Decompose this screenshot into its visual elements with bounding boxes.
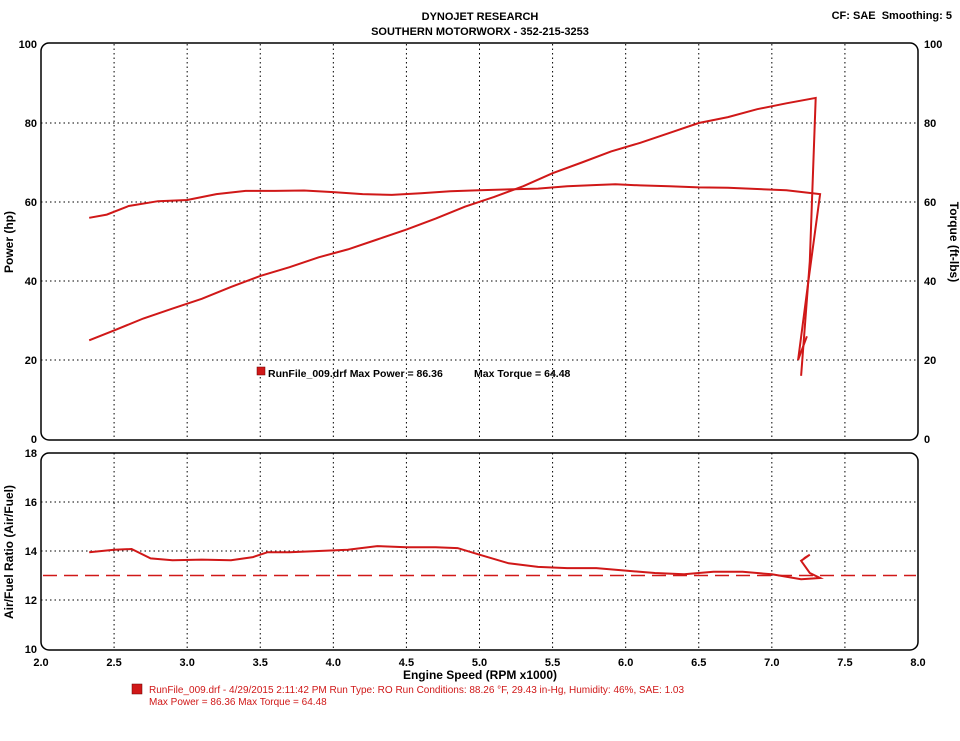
x-tick-label: 3.5	[253, 657, 268, 669]
x-tick-label: 5.0	[472, 657, 487, 669]
y-tick-label-afr: 16	[25, 497, 37, 509]
x-tick-label: 6.0	[618, 657, 633, 669]
x-tick-label: 2.0	[33, 657, 48, 669]
x-tick-label: 5.5	[545, 657, 560, 669]
power-panel-frame	[40, 42, 919, 441]
x-tick-label: 4.5	[399, 657, 414, 669]
x-tick-label: 2.5	[106, 657, 121, 669]
smoothing-label: Smoothing: 5	[881, 10, 952, 22]
y-tick-label-afr: 12	[25, 595, 37, 607]
y-tick-label-afr: 14	[25, 546, 38, 558]
chart-subtitle: SOUTHERN MOTORWORX - 352-215-3253	[371, 26, 589, 38]
y-tick-label-power: 0	[31, 434, 37, 446]
afr-grid	[41, 453, 918, 649]
y-tick-label-power: 80	[25, 118, 37, 130]
correction-info: CF: SAE Smoothing: 5	[832, 10, 952, 22]
annotation-max-torque: Max Torque = 64.48	[474, 368, 571, 380]
series-power	[88, 96, 817, 376]
legend-line-1: RunFile_009.drf - 4/29/2015 2:11:42 PM R…	[149, 685, 684, 696]
y2-tick-label-torque: 100	[924, 39, 942, 51]
x-tick-label: 8.0	[910, 657, 925, 669]
legend-line-2: Max Power = 86.36 Max Torque = 64.48	[149, 697, 327, 708]
y2-tick-label-torque: 80	[924, 118, 936, 130]
y-tick-label-power: 20	[25, 355, 37, 367]
y-tick-label-power: 100	[19, 39, 37, 51]
annotation-marker	[256, 366, 266, 376]
series-torque	[89, 183, 822, 361]
y-tick-label-power: 40	[25, 276, 37, 288]
tick-labels: 0 0 20 20 40 40 60 60 80 80 100 100 2.0 2.5 3.0 3.5 4.0 4…	[19, 39, 943, 669]
x-axis-label: Engine Speed (RPM x1000)	[403, 668, 557, 682]
x-tick-label: 3.0	[180, 657, 195, 669]
cf-label: CF: SAE	[831, 10, 876, 22]
y2-tick-label-torque: 40	[924, 276, 936, 288]
x-tick-label: 7.5	[837, 657, 852, 669]
x-tick-label: 4.0	[326, 657, 341, 669]
y2-tick-label-torque: 0	[924, 434, 930, 446]
y2-tick-label-torque: 20	[924, 355, 936, 367]
y-axis-label-power: Power (hp)	[2, 211, 16, 273]
legend-swatch	[131, 683, 143, 695]
chart-title: DYNOJET RESEARCH	[421, 11, 539, 23]
y-tick-label-power: 60	[25, 197, 37, 209]
y2-tick-label-torque: 60	[924, 197, 936, 209]
annotation-max-power: RunFile_009.drf Max Power = 86.36	[268, 368, 443, 380]
y-tick-label-afr: 10	[25, 644, 37, 656]
x-tick-label: 6.5	[691, 657, 706, 669]
series-afr	[89, 545, 824, 581]
y-tick-label-afr: 18	[25, 448, 37, 460]
x-tick-label: 7.0	[764, 657, 779, 669]
y2-axis-label-torque: Torque (ft-lbs)	[947, 202, 960, 282]
y-axis-label-afr: Air/Fuel Ratio (Air/Fuel)	[2, 485, 16, 619]
